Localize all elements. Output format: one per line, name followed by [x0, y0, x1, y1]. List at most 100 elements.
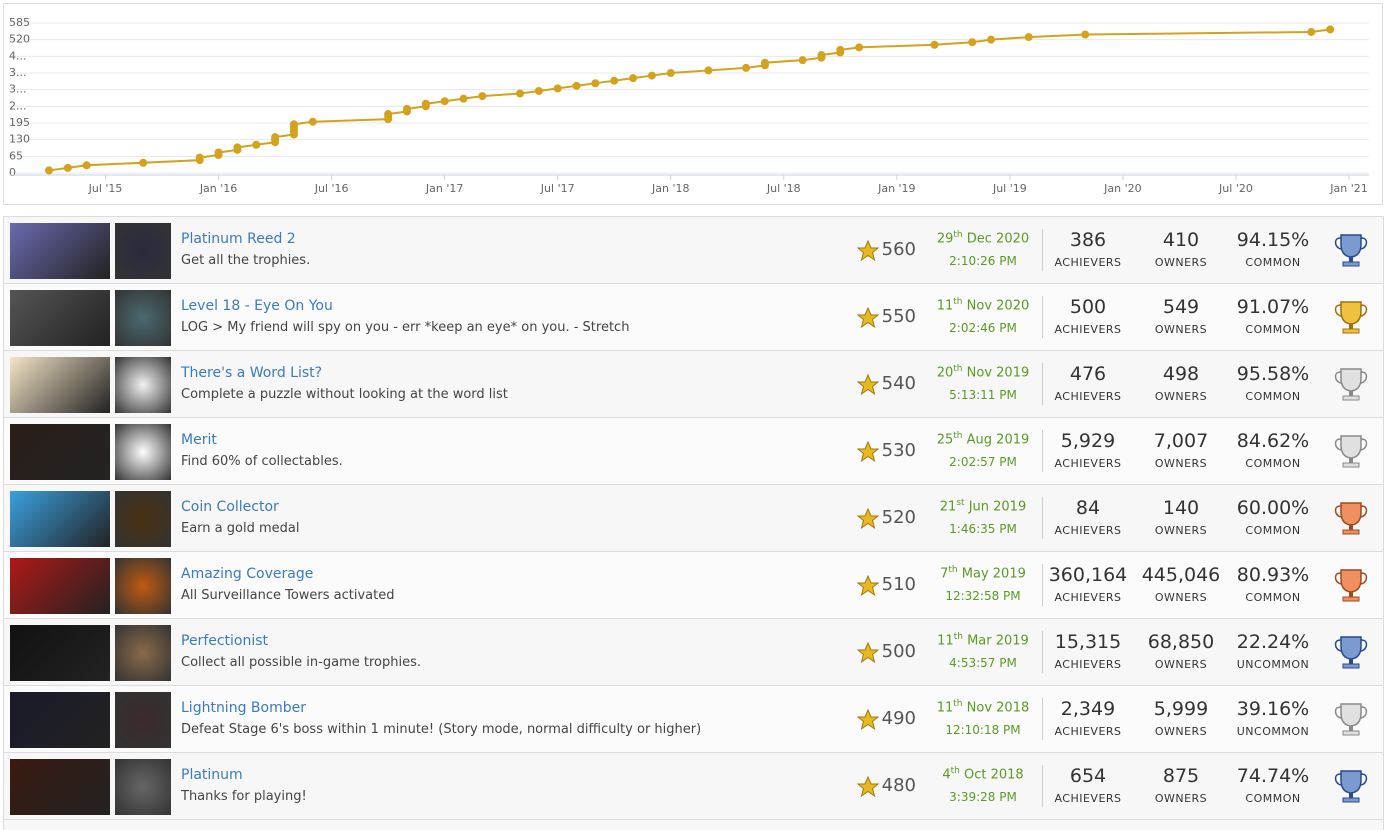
trophy-name[interactable]: There's a Word List?	[181, 365, 323, 381]
game-thumbnail	[10, 558, 110, 614]
month-year: Mar 2019	[967, 633, 1029, 649]
cup-base	[1342, 596, 1360, 602]
owners: 7,007	[1153, 430, 1209, 452]
trophy-name[interactable]: Platinum	[181, 767, 243, 783]
achievers-label: ACHIEVERS	[1054, 457, 1122, 470]
point	[1307, 27, 1316, 36]
earned-date: 7th May 2019	[924, 565, 1042, 581]
earned-time: 1:46:35 PM	[949, 522, 1017, 536]
point	[836, 45, 845, 54]
owners-label: OWNERS	[1154, 457, 1208, 470]
point	[930, 40, 939, 49]
y-tick-label: 4...	[9, 49, 27, 62]
month-year: Aug 2019	[966, 432, 1030, 448]
trophy-name[interactable]: Merit	[181, 432, 217, 448]
y-tick-label: 585	[9, 16, 30, 29]
x-tick-label: Jan '18	[651, 182, 689, 195]
y-tick-label: 520	[9, 33, 30, 46]
point	[629, 74, 638, 83]
earned-time: 2:02:46 PM	[949, 321, 1017, 335]
game-thumbnail	[10, 625, 110, 681]
cup-stem	[1349, 391, 1353, 396]
achievers-label: ACHIEVERS	[1054, 390, 1122, 403]
trophy-row: Amazing Coverage All Surveillance Towers …	[4, 552, 1383, 619]
separator	[1042, 296, 1043, 338]
cup-body	[1340, 368, 1362, 392]
cup-stem	[1349, 458, 1353, 463]
day: 20	[936, 365, 954, 381]
trophy-row: Perfectionist Collect all possible in-gam…	[4, 619, 1383, 686]
percent: 84.62%	[1236, 430, 1310, 452]
separator	[1042, 765, 1043, 807]
points-icon	[857, 240, 879, 262]
separator	[1042, 631, 1043, 673]
day: 11	[936, 298, 954, 314]
cup-body	[1340, 234, 1362, 258]
trophy-name[interactable]: Platinum Reed 2	[181, 231, 296, 247]
trophy-image	[115, 625, 171, 681]
trophy-description: Earn a gold medal	[181, 521, 300, 536]
achievers: 2,349	[1060, 698, 1116, 720]
point	[308, 117, 317, 126]
achievers: 360,164	[1048, 564, 1128, 586]
day-suffix: th	[953, 230, 963, 240]
owners: 549	[1162, 296, 1200, 318]
trophy-name[interactable]: Perfectionist	[181, 633, 269, 649]
owners: 140	[1162, 497, 1200, 519]
achievers: 15,315	[1054, 631, 1122, 653]
trophy-image	[115, 692, 171, 748]
star-shape	[857, 374, 879, 396]
percent: 95.58%	[1236, 363, 1310, 385]
owners-label: OWNERS	[1154, 256, 1208, 269]
achievers-label: ACHIEVERS	[1054, 591, 1122, 604]
trophy-name[interactable]: Coin Collector	[181, 499, 279, 515]
earned-time: 2:10:26 PM	[949, 254, 1017, 268]
percent: 22.24%	[1236, 631, 1310, 653]
point	[855, 43, 864, 52]
trophy-icon	[1334, 636, 1368, 669]
trophy-icon	[1334, 770, 1368, 803]
month-year: Dec 2020	[966, 231, 1030, 247]
point	[289, 120, 298, 129]
day-suffix: th	[953, 632, 963, 642]
trophy-icon	[1334, 435, 1368, 468]
trophy-row: Platinum Reed 2 Get all the trophies. 560 2…	[4, 217, 1383, 284]
trophy-name[interactable]: Level 18 - Eye On You	[181, 298, 333, 314]
trophy-row: Coin Collector Earn a gold medal 520 21st J…	[4, 485, 1383, 552]
trophy-name[interactable]: Amazing Coverage	[181, 566, 314, 582]
trophy-icon	[1334, 502, 1368, 535]
point	[666, 69, 675, 77]
cup-handles	[1334, 237, 1368, 250]
star-shape	[857, 441, 879, 463]
point	[63, 163, 72, 172]
cup-handles	[1334, 304, 1368, 317]
day: 25	[936, 432, 954, 448]
chart: 0 65 130 195 2... 3... 3... 4... 520 585 Jul '15 Ja…	[9, 16, 1369, 195]
star-shape	[857, 307, 879, 329]
owners-label: OWNERS	[1154, 792, 1208, 805]
y-tick-label: 195	[9, 116, 30, 129]
separator	[1042, 698, 1043, 740]
achievers-label: ACHIEVERS	[1054, 792, 1122, 805]
rarity: COMMON	[1245, 256, 1301, 269]
x-tick-label: Jul '18	[766, 182, 801, 195]
separator	[1042, 430, 1043, 472]
point	[440, 97, 449, 106]
day: 29	[936, 231, 954, 247]
point	[534, 86, 543, 95]
day-suffix: st	[956, 498, 965, 508]
earned-time: 12:32:58 PM	[945, 589, 1021, 603]
percent: 94.15%	[1236, 229, 1310, 251]
achievers-label: ACHIEVERS	[1054, 524, 1122, 537]
trophy-icon	[1334, 234, 1368, 267]
point	[1024, 33, 1033, 42]
trophy-name[interactable]: Lightning Bomber	[181, 700, 306, 716]
points: 510	[881, 574, 916, 595]
trophy-list: Platinum Reed 2 Get all the trophies. 560 2…	[3, 216, 1384, 830]
point	[1326, 25, 1335, 34]
point	[987, 35, 996, 44]
points: 500	[881, 641, 916, 662]
owners-label: OWNERS	[1154, 591, 1208, 604]
day-suffix: th	[953, 297, 963, 307]
